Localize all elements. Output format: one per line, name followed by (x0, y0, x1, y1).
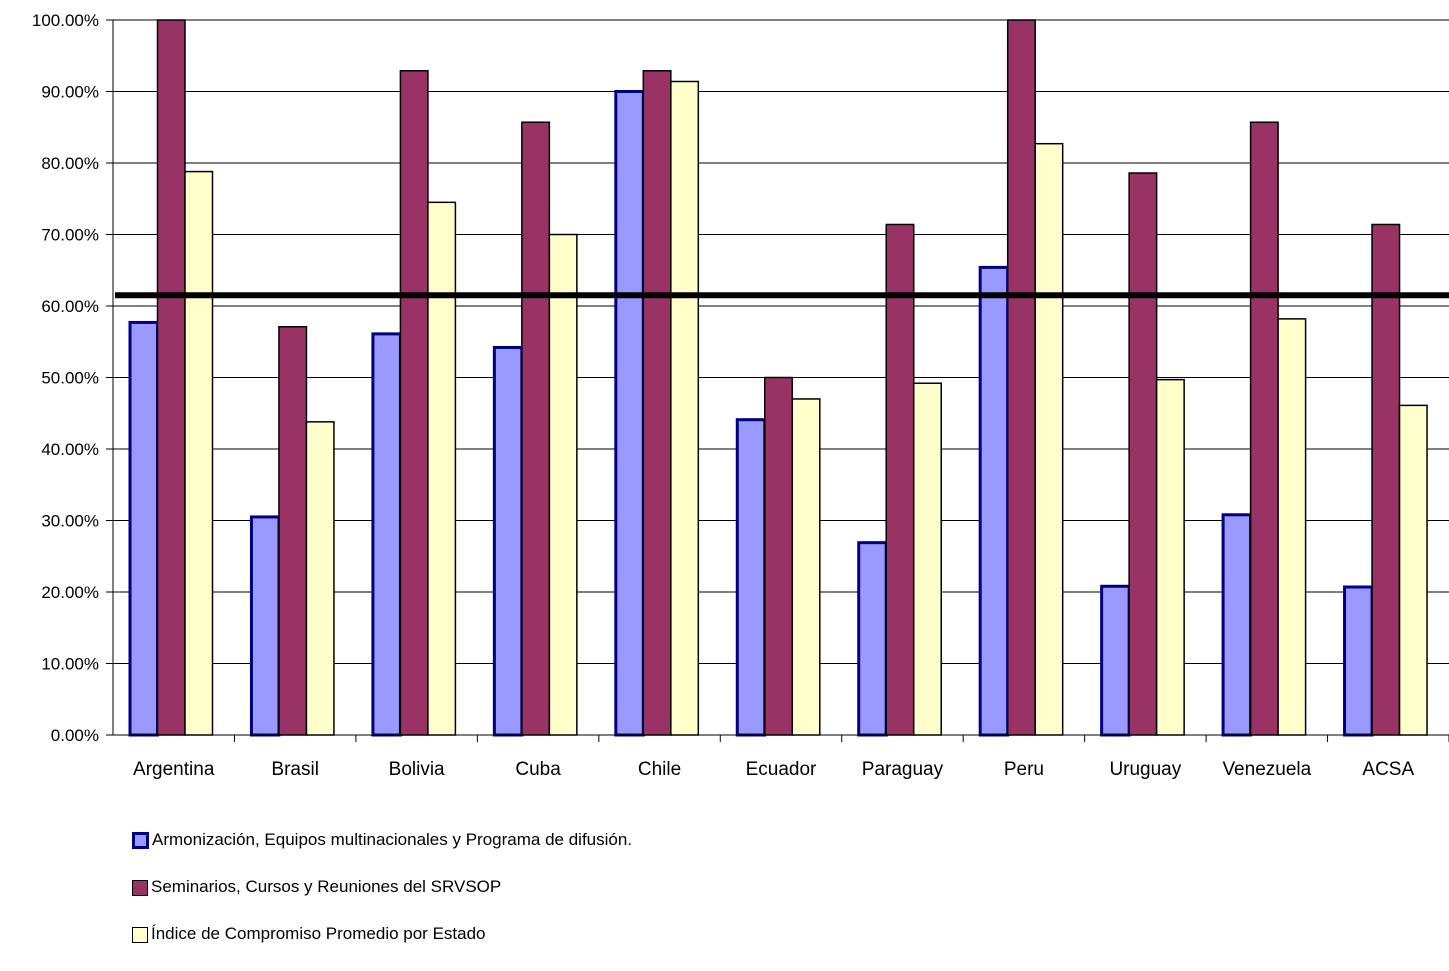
bar-indice (1398, 404, 1428, 736)
bar-seminarios (156, 19, 186, 736)
bar-indice (1277, 318, 1307, 736)
x-tick-label: Bolivia (389, 759, 445, 780)
bar-seminarios (1371, 223, 1401, 736)
x-tick-label: Ecuador (746, 759, 817, 780)
legend-swatch-armonizacion (132, 832, 149, 849)
bar-indice (791, 398, 821, 736)
legend-item-indice: Índice de Compromiso Promedio por Estado (132, 924, 632, 971)
bar-seminarios (764, 376, 794, 736)
y-tick-label: 0.00% (51, 726, 99, 745)
x-tick-label: Peru (1004, 759, 1044, 780)
bar-armonizacion (1100, 584, 1131, 737)
x-axis-ticks: Argentina Brasil Bolivia Cuba Chile Ecuador Pa… (133, 735, 1449, 780)
legend-label-indice: Índice de Compromiso Promedio por Estado (151, 924, 486, 943)
bar-seminarios (1128, 172, 1158, 736)
bar-seminarios (399, 70, 429, 736)
bar-seminarios (1006, 19, 1036, 736)
bar-armonizacion (492, 345, 524, 737)
bar-indice (427, 201, 457, 736)
legend-swatch-indice (132, 927, 148, 943)
bar-armonizacion (857, 541, 888, 737)
axes (112, 20, 1449, 736)
y-tick-label: 80.00% (41, 154, 99, 173)
y-tick-label: 60.00% (41, 297, 99, 316)
legend-label-armonizacion: Armonización, Equipos multinacionales y … (152, 830, 633, 849)
x-tick-label: Chile (638, 759, 681, 780)
y-tick-label: 40.00% (41, 440, 99, 459)
y-tick-label: 90.00% (41, 83, 99, 102)
x-tick-label: Cuba (515, 759, 561, 780)
bar-armonizacion (128, 320, 159, 737)
bar-seminarios (1249, 121, 1279, 736)
x-tick-label: Argentina (133, 759, 215, 780)
legend-item-seminarios: Seminarios, Cursos y Reuniones del SRVSO… (132, 877, 632, 924)
x-tick-label: ACSA (1362, 759, 1414, 780)
bar-seminarios (278, 325, 308, 736)
y-tick-label: 20.00% (41, 583, 99, 602)
bar-indice (670, 80, 700, 736)
x-tick-label: Paraguay (862, 759, 944, 780)
y-tick-label: 30.00% (41, 512, 99, 531)
y-axis-ticks: 0.00% 10.00% 20.00% 30.00% 40.00% 50.00% 60.00… (32, 11, 113, 745)
x-tick-label: Uruguay (1109, 759, 1181, 780)
bar-indice (548, 233, 578, 736)
x-tick-label: Brasil (271, 759, 319, 780)
bar-armonizacion (1221, 513, 1253, 737)
y-tick-label: 10.00% (41, 655, 99, 674)
bar-armonizacion (614, 90, 645, 737)
y-tick-label: 70.00% (41, 226, 99, 245)
bar-armonizacion (978, 265, 1010, 737)
bar-seminarios (885, 223, 915, 736)
bar-armonizacion (371, 332, 402, 737)
legend-item-armonizacion: Armonización, Equipos multinacionales y … (132, 830, 632, 877)
bar-indice (912, 382, 942, 736)
bar-indice (1155, 378, 1185, 736)
x-tick-label: Venezuela (1222, 759, 1311, 780)
bar-indice (1034, 142, 1064, 736)
legend: Armonización, Equipos multinacionales y … (132, 830, 632, 971)
bar-seminarios (521, 121, 551, 736)
y-tick-label: 100.00% (32, 11, 99, 30)
legend-label-seminarios: Seminarios, Cursos y Reuniones del SRVSO… (151, 877, 502, 896)
legend-swatch-seminarios (132, 880, 148, 896)
bar-armonizacion (249, 515, 281, 737)
bar-armonizacion (735, 418, 767, 737)
bar-indice (305, 421, 335, 736)
bar-armonizacion (1343, 585, 1374, 737)
y-tick-label: 50.00% (41, 369, 99, 388)
bar-indice (184, 170, 214, 736)
bar-seminarios (642, 70, 672, 736)
